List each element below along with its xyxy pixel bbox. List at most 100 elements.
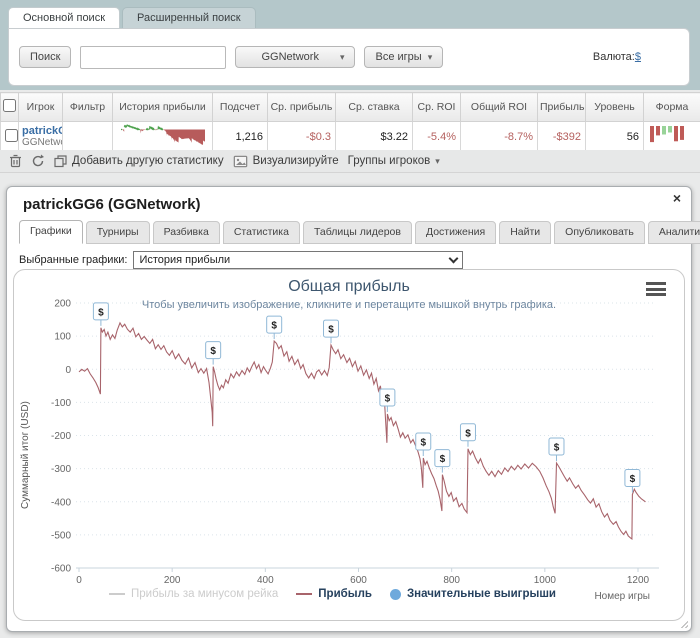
svg-text:$: $ (385, 393, 391, 404)
svg-text:100: 100 (54, 332, 71, 343)
chart-card: 200 100 0 -100 -200 -300 -400 -500 -600 0 200 400 60… (13, 269, 685, 621)
refresh-icon[interactable] (31, 154, 45, 168)
tab-tournaments[interactable]: Турниры (85, 221, 150, 244)
resize-grip-icon[interactable] (678, 618, 688, 628)
chart-title: Общая прибыль (288, 278, 410, 295)
svg-text:$: $ (465, 428, 471, 439)
close-icon[interactable]: × (672, 190, 681, 206)
col-avg-roi[interactable]: Ср. ROI (412, 92, 461, 122)
search-band: Основной поиск Расширенный поиск Поиск G… (0, 0, 700, 90)
legend-label: Прибыль (318, 588, 372, 600)
svg-text:-300: -300 (51, 464, 71, 475)
svg-text:$: $ (210, 346, 216, 357)
detail-tabs: Графики Турниры Разбивка Статистика Табл… (19, 220, 700, 244)
add-statistic-button[interactable]: Добавить другую статистику (54, 154, 224, 168)
avg-profit-cell: -$0.3 (267, 121, 336, 152)
visualize-button[interactable]: Визуализируйте (233, 155, 339, 168)
selected-charts-label: Выбранные графики: (19, 254, 128, 266)
chart-type-value: История прибыли (139, 254, 231, 266)
form-cell (643, 121, 700, 152)
line-swatch (109, 593, 125, 595)
tab-advanced-search[interactable]: Расширенный поиск (122, 7, 256, 29)
col-avg-stake[interactable]: Ср. ставка (335, 92, 413, 122)
x-axis-title: Номер игры (594, 591, 650, 602)
col-profit[interactable]: Прибыль (537, 92, 586, 122)
search-button[interactable]: Поиск (19, 46, 72, 68)
col-level[interactable]: Уровень (585, 92, 644, 122)
player-groups-label: Группы игроков (347, 155, 431, 167)
tab-charts[interactable]: Графики (19, 220, 83, 244)
count-cell: 1,216 (212, 121, 268, 152)
col-avg-profit[interactable]: Ср. прибыль (267, 92, 336, 122)
chart-type-select[interactable]: История прибыли (133, 251, 464, 269)
svg-text:-200: -200 (51, 431, 71, 442)
chevron-down-icon: ▾ (435, 155, 440, 166)
svg-text:1000: 1000 (534, 575, 557, 586)
legend-item-profit[interactable]: Прибыль (296, 588, 372, 600)
network-select-value: GGNetwork (261, 51, 319, 63)
player-detail-panel: patrickGG6 (GGNetwork) × Графики Турниры… (6, 186, 700, 632)
svg-text:600: 600 (350, 575, 367, 586)
legend-label: Прибыль за минусом рейка (131, 588, 279, 600)
row-checkbox[interactable] (5, 128, 18, 142)
profit-history-cell[interactable] (112, 121, 213, 152)
col-player[interactable]: Игрок (18, 92, 63, 122)
legend-item-profit-minus-rake[interactable]: Прибыль за минусом рейка (109, 588, 278, 600)
tab-publish[interactable]: Опубликовать (554, 221, 645, 244)
chevron-down-icon: ▾ (427, 51, 433, 62)
chart-subtitle: Чтобы увеличить изображение, кликните и … (141, 299, 557, 311)
svg-text:$: $ (554, 442, 560, 453)
tab-leaderboards[interactable]: Таблицы лидеров (302, 221, 412, 244)
svg-text:$: $ (271, 321, 277, 332)
svg-text:1200: 1200 (627, 575, 650, 586)
profit-cell: -$392 (537, 121, 586, 152)
results-table: Игрок Фильтр История прибыли Подсчет Ср.… (0, 92, 700, 152)
chart-menu-icon[interactable] (646, 282, 666, 296)
svg-text:0: 0 (65, 365, 71, 376)
profit-sparkline[interactable] (119, 123, 207, 147)
svg-text:200: 200 (164, 575, 181, 586)
chart-selector-row: Выбранные графики: История прибыли (19, 251, 464, 269)
panel-title: patrickGG6 (GGNetwork) (23, 196, 201, 213)
col-count[interactable]: Подсчет (212, 92, 268, 122)
list-toolbar: Добавить другую статистику Визуализируйт… (0, 150, 700, 173)
svg-text:400: 400 (257, 575, 274, 586)
tab-basic-search[interactable]: Основной поиск (8, 7, 121, 29)
copy-icon (54, 154, 67, 167)
filter-cell (62, 121, 113, 152)
player-name-link[interactable]: patrickGG6 (22, 124, 62, 137)
player-groups-button[interactable]: Группы игроков ▾ (348, 155, 440, 167)
delete-icon[interactable] (9, 154, 22, 168)
select-all-checkbox[interactable] (3, 99, 16, 112)
chevron-down-icon (449, 253, 459, 263)
games-filter-select[interactable]: Все игры ▾ (364, 46, 444, 68)
currency-link[interactable]: $ (634, 51, 641, 63)
tab-statistics[interactable]: Статистика (222, 221, 300, 244)
svg-text:-400: -400 (51, 497, 71, 508)
visualize-label: Визуализируйте (252, 155, 339, 167)
svg-text:$: $ (630, 474, 636, 485)
network-select[interactable]: GGNetwork ▾ (235, 46, 356, 68)
avg-stake-cell: $3.22 (335, 121, 413, 152)
col-filter[interactable]: Фильтр (62, 92, 113, 122)
player-cell[interactable]: patrickGG6 GGNetwork (18, 121, 63, 152)
col-total-roi[interactable]: Общий ROI (460, 92, 538, 122)
col-profit-history[interactable]: История прибыли (112, 92, 213, 122)
tab-breakdown[interactable]: Разбивка (152, 221, 220, 244)
chevron-down-icon: ▾ (339, 51, 345, 62)
search-input[interactable] (80, 45, 227, 69)
table-row[interactable]: patrickGG6 GGNetwork 1,216 -$0.3 $3.22 -… (0, 121, 700, 152)
tab-analytics[interactable]: Аналитика (647, 221, 700, 244)
col-form[interactable]: Форма (643, 92, 700, 122)
svg-text:-500: -500 (51, 530, 71, 541)
tab-achievements[interactable]: Достижения (414, 221, 497, 244)
search-tabs: Основной поиск Расширенный поиск (8, 7, 256, 29)
level-cell: 56 (585, 121, 644, 152)
legend-item-significant-wins[interactable]: Значительные выигрыши (389, 588, 556, 600)
image-icon (233, 155, 247, 167)
marker-swatch (389, 588, 401, 600)
svg-text:$: $ (328, 325, 334, 336)
tab-find[interactable]: Найти (499, 221, 552, 244)
svg-text:200: 200 (54, 299, 71, 310)
